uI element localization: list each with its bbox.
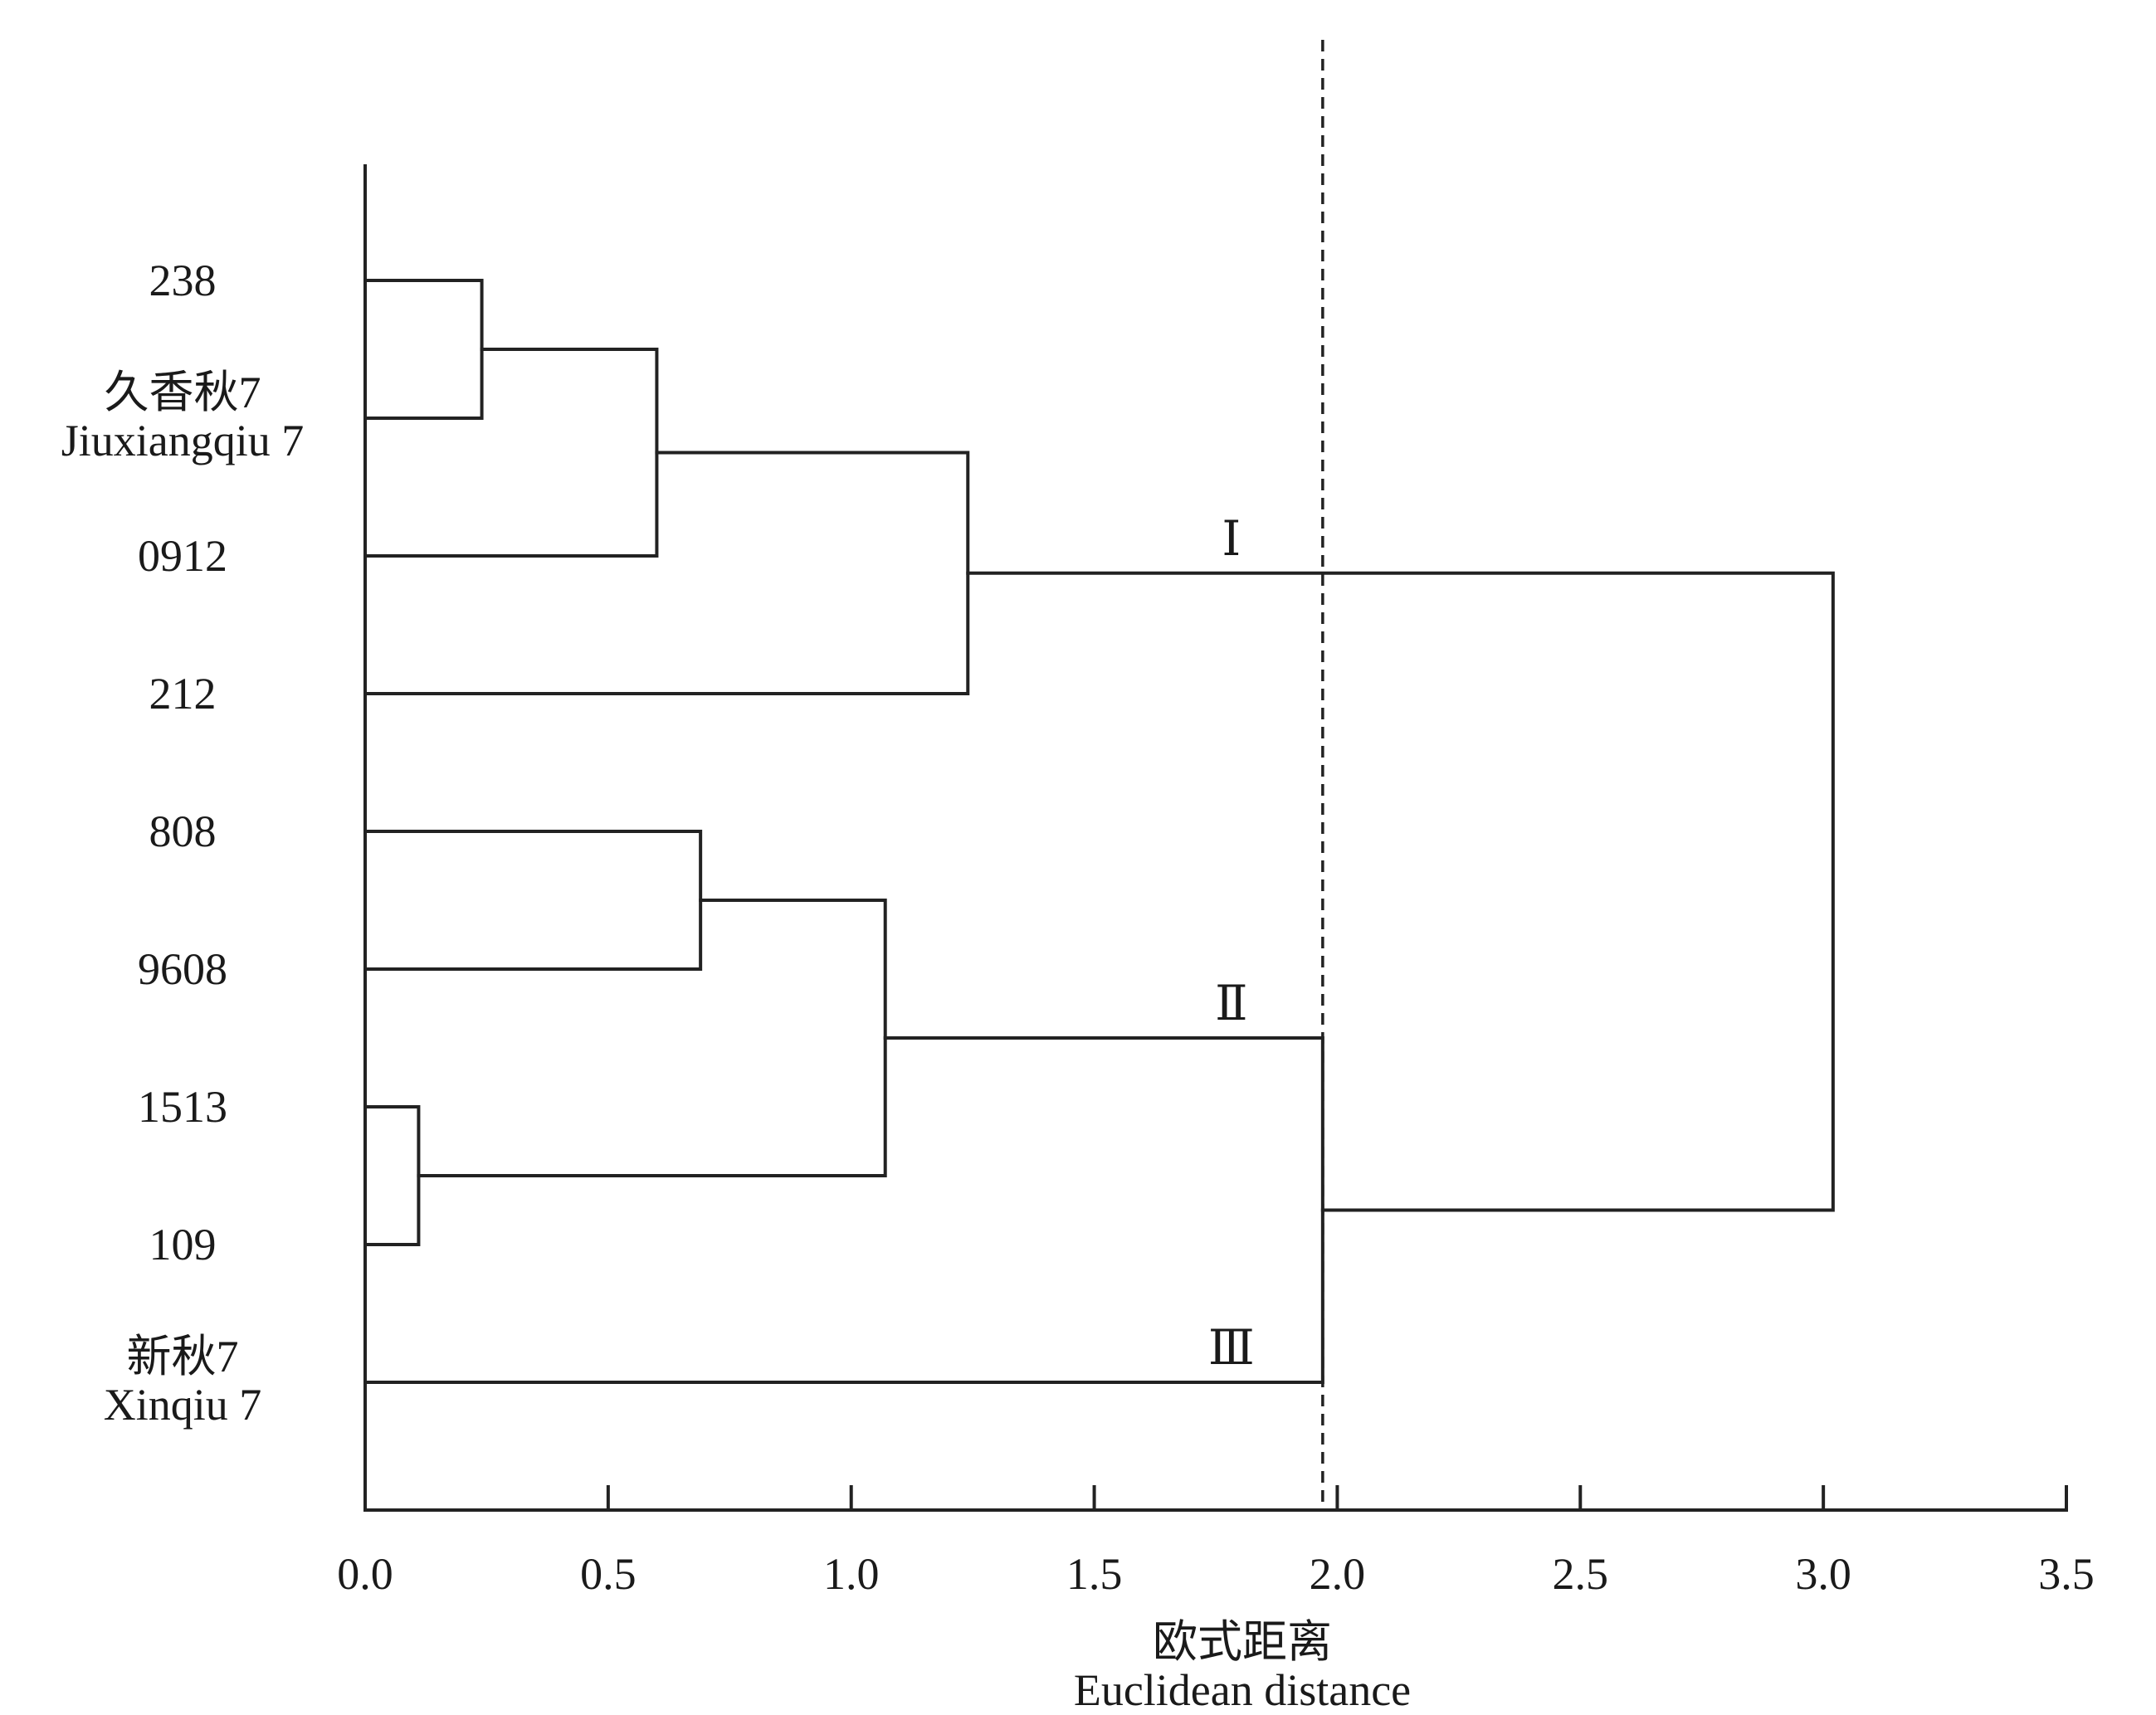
- x-tick-label: 2.5: [1553, 1549, 1609, 1599]
- leaf-label: 久香秋7: [105, 368, 261, 417]
- x-tick-label: 2.0: [1310, 1549, 1366, 1599]
- x-axis-label-chinese: 欧式距离: [1153, 1617, 1332, 1667]
- x-axis-ticks: 0.0 0.5 1.0 1.5 2.0 2.5 3.0 3.5: [337, 1485, 2095, 1599]
- leaf-label: 109: [149, 1220, 217, 1269]
- cluster-labels: Ⅰ Ⅱ Ⅲ: [1208, 512, 1255, 1375]
- leaf-label: 新秋7: [127, 1332, 239, 1381]
- axes: [363, 40, 2068, 1512]
- merge-m1: [363, 279, 484, 420]
- cluster-label: Ⅰ: [1222, 512, 1241, 566]
- merge-m2: [363, 348, 659, 558]
- merge-m4: [363, 830, 703, 971]
- dendrogram-branches: [363, 279, 1835, 1384]
- merge-m3: [363, 451, 970, 695]
- x-axis-label-english: Euclidean distance: [1074, 1665, 1411, 1715]
- x-tick-label: 0.5: [580, 1549, 637, 1599]
- leaf-label: 238: [149, 256, 217, 305]
- leaf-label: 808: [149, 806, 217, 856]
- leaf-label: 1513: [138, 1082, 227, 1132]
- merge-m5: [363, 1105, 421, 1246]
- x-tick-label: 1.5: [1066, 1549, 1123, 1599]
- cluster-label: Ⅱ: [1215, 977, 1247, 1030]
- x-tick-label: 3.5: [2038, 1549, 2095, 1599]
- x-tick-label: 3.0: [1795, 1549, 1851, 1599]
- merge-m6: [417, 899, 887, 1177]
- merge-m8: [966, 571, 1835, 1212]
- leaf-label-latin: Jiuxiangqiu 7: [61, 416, 305, 465]
- leaf-label: 212: [149, 669, 217, 719]
- leaf-label: 0912: [138, 531, 227, 581]
- x-tick-label: 1.0: [823, 1549, 880, 1599]
- leaf-label: 9608: [138, 944, 227, 994]
- merge-m7: [363, 1036, 1324, 1384]
- x-tick-label: 0.0: [337, 1549, 393, 1599]
- leaf-label-latin: Xinqiu 7: [104, 1380, 262, 1430]
- cluster-label: Ⅲ: [1208, 1321, 1255, 1375]
